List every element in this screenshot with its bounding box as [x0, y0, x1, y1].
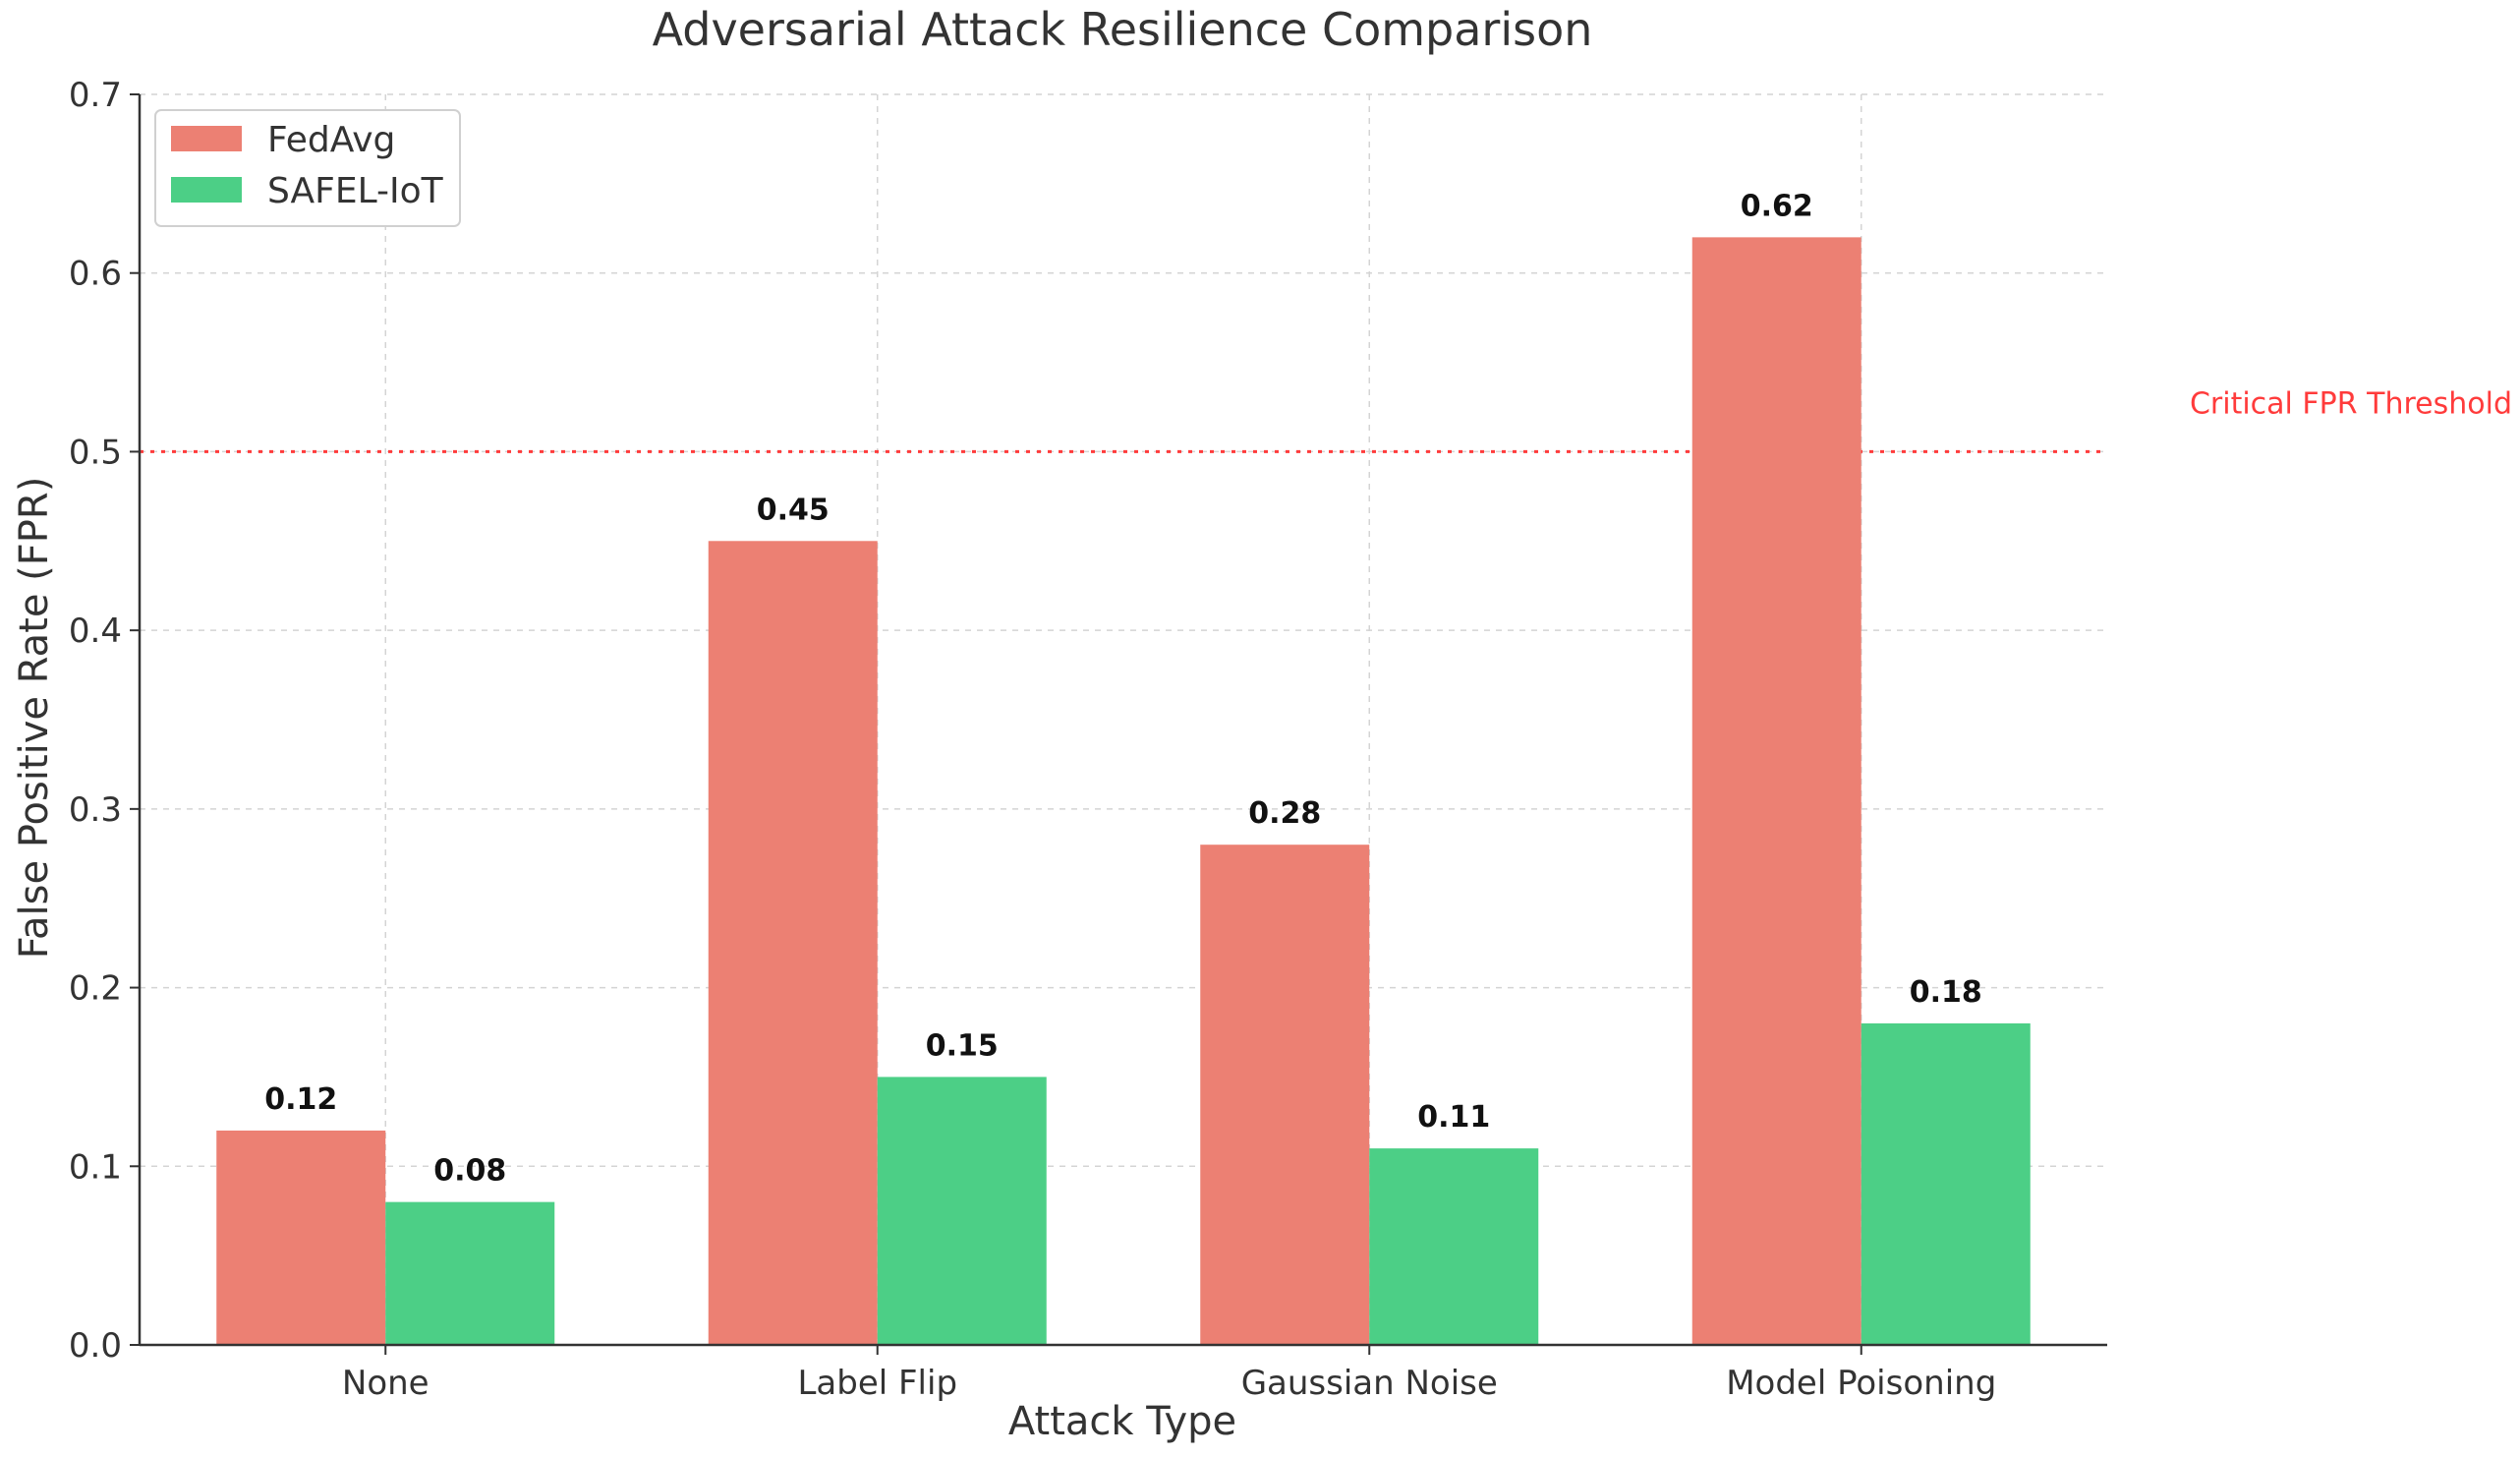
axes-group: 0.0 0.1 0.2 0.3 0.4 0.5 0.6 0.7 None Label Flip Ga…: [69, 76, 2107, 1403]
threshold-line-group: Critical FPR Threshold: [140, 386, 2512, 453]
y-tick-label: 0.2: [69, 969, 122, 1009]
y-tick-label: 0.5: [69, 433, 122, 472]
data-label: 0.12: [264, 1082, 337, 1117]
y-tick-label: 0.6: [69, 255, 122, 294]
y-tick-label: 0.4: [69, 612, 122, 651]
bar-safel-iot-0: [385, 1201, 555, 1345]
bar-safel-iot-2: [1369, 1148, 1539, 1345]
data-label: 0.15: [926, 1028, 999, 1063]
legend-swatch: [171, 177, 242, 203]
data-label: 0.18: [1910, 975, 1982, 1010]
x-tick-label: None: [342, 1364, 430, 1403]
bar-safel-iot-3: [1861, 1022, 2031, 1345]
chart-title: Adversarial Attack Resilience Comparison: [653, 3, 1593, 56]
x-tick-label: Model Poisoning: [1726, 1364, 1996, 1403]
legend-label: FedAvg: [267, 120, 395, 160]
data-label: 0.62: [1741, 189, 1813, 223]
threshold-label: Critical FPR Threshold: [2190, 386, 2512, 421]
data-label: 0.11: [1417, 1100, 1490, 1135]
data-label: 0.28: [1248, 796, 1321, 831]
legend-label: SAFEL-IoT: [267, 171, 444, 211]
y-axis-label: False Positive Rate (FPR): [12, 477, 57, 960]
bar-safel-iot-1: [877, 1077, 1047, 1345]
x-axis-label: Attack Type: [1008, 1399, 1236, 1444]
bars-group: [216, 237, 2031, 1345]
y-tick-label: 0.0: [69, 1326, 122, 1366]
x-tick-label: Label Flip: [797, 1364, 957, 1403]
legend: FedAvg SAFEL-IoT: [154, 109, 461, 227]
bar-fedavg-0: [216, 1130, 386, 1345]
bar-fedavg-2: [1200, 845, 1370, 1345]
data-label: 0.08: [433, 1154, 506, 1189]
y-tick-label: 0.1: [69, 1147, 122, 1187]
y-tick-label: 0.3: [69, 790, 122, 830]
legend-swatch: [171, 126, 242, 151]
bar-fedavg-3: [1691, 237, 1861, 1345]
x-tick-label: Gaussian Noise: [1241, 1364, 1498, 1403]
y-tick-label: 0.7: [69, 76, 122, 115]
data-labels-group: 0.12 0.45 0.28 0.62 0.08 0.15 0.11 0.18: [264, 189, 1982, 1188]
bar-fedavg-1: [708, 541, 878, 1345]
data-label: 0.45: [757, 493, 830, 527]
